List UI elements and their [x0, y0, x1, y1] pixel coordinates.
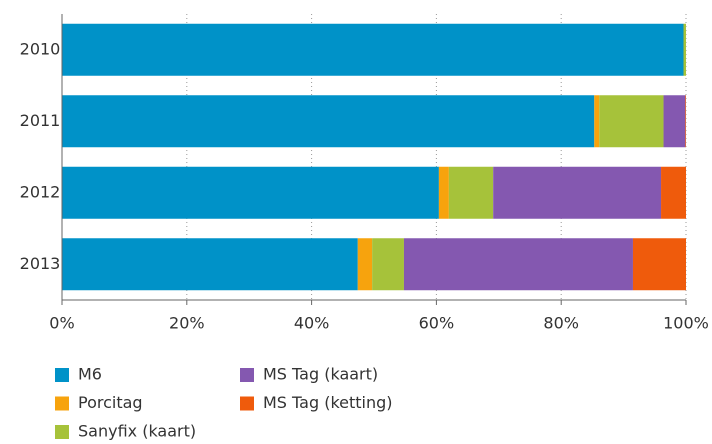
legend-swatch — [55, 368, 69, 382]
bar-segment — [594, 95, 600, 148]
bar-segment — [403, 238, 633, 291]
bar-segment — [632, 238, 686, 291]
x-tick-label: 60% — [419, 314, 455, 333]
legend-label: MS Tag (kaart) — [263, 365, 378, 384]
bar-segment — [62, 23, 684, 76]
bar-segment — [663, 95, 686, 148]
bar-segment — [438, 166, 449, 219]
y-tick-label: 2013 — [20, 254, 61, 273]
bar-segment — [62, 238, 358, 291]
y-tick-label: 2011 — [20, 111, 61, 130]
y-tick-label: 2010 — [20, 39, 61, 58]
legend-swatch — [240, 396, 254, 411]
x-tick-label: 20% — [169, 314, 205, 333]
bar-segment — [685, 95, 686, 148]
legend-swatch — [55, 396, 69, 411]
bar-segment — [683, 23, 686, 76]
y-tick-label: 2012 — [20, 182, 61, 201]
bar-segment — [448, 166, 494, 219]
legend-label: Sanyfix (kaart) — [78, 422, 196, 441]
legend-swatch — [240, 368, 254, 382]
bar-segment — [372, 238, 404, 291]
bar-segment — [661, 166, 686, 219]
x-tick-label: 40% — [294, 314, 330, 333]
bar-segment — [62, 166, 439, 219]
bar-segment — [493, 166, 662, 219]
bar-segment — [357, 238, 373, 291]
bar-segment — [599, 95, 664, 148]
legend-label: MS Tag (ketting) — [263, 393, 393, 412]
bar-segment — [62, 95, 595, 148]
legend-label: Porcitag — [78, 393, 143, 412]
legend-swatch — [55, 425, 69, 439]
x-tick-label: 0% — [49, 314, 74, 333]
x-tick-label: 100% — [663, 314, 709, 333]
x-tick-label: 80% — [543, 314, 579, 333]
legend-label: M6 — [78, 365, 102, 384]
